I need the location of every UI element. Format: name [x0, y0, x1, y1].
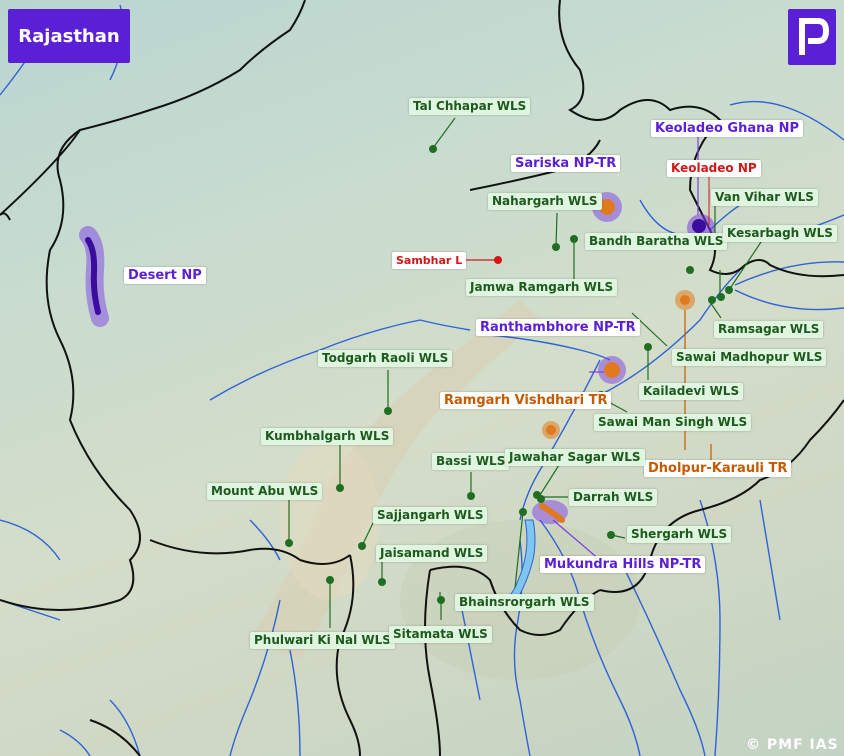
- label-keoladeo-ghana-np: Keoladeo Ghana NP: [651, 120, 804, 137]
- label-jaisamand-wls: Jaisamand WLS: [376, 545, 488, 562]
- label-sawai-man-singh-wls: Sawai Man Singh WLS: [594, 414, 752, 431]
- pmf-logo-icon: [788, 9, 836, 65]
- label-kesarbagh-wls: Kesarbagh WLS: [723, 225, 837, 242]
- label-nahargarh-wls: Nahargarh WLS: [488, 193, 602, 210]
- wls-markers: [285, 145, 733, 604]
- label-ramsagar-wls: Ramsagar WLS: [714, 321, 824, 338]
- label-kumbhalgarh-wls: Kumbhalgarh WLS: [261, 428, 394, 445]
- label-bandh-baratha-wls: Bandh Baratha WLS: [585, 233, 728, 250]
- label-sawai-madhopur-wls: Sawai Madhopur WLS: [672, 349, 827, 366]
- sambhar-lake-marker: [494, 256, 502, 264]
- label-mount-abu-wls: Mount Abu WLS: [207, 483, 323, 500]
- label-keoladeo-np: Keoladeo NP: [667, 160, 761, 177]
- label-ranthambhore-np-tr: Ranthambhore NP-TR: [476, 319, 640, 336]
- label-jamwa-ramgarh-wls: Jamwa Ramgarh WLS: [466, 279, 618, 296]
- label-bhainsrorgarh-wls: Bhainsrorgarh WLS: [455, 594, 594, 611]
- label-shergarh-wls: Shergarh WLS: [627, 526, 732, 543]
- label-kailadevi-wls: Kailadevi WLS: [639, 383, 744, 400]
- label-tal-chhapar-wls: Tal Chhapar WLS: [409, 98, 531, 115]
- copyright-text: © PMF IAS: [746, 737, 839, 753]
- label-mukundra-hills-np-tr: Mukundra Hills NP-TR: [540, 556, 706, 573]
- label-dholpur-karauli-tr: Dholpur-Karauli TR: [644, 460, 792, 477]
- label-van-vihar-wls: Van Vihar WLS: [711, 189, 818, 206]
- map-title: Rajasthan: [8, 9, 130, 63]
- label-sariska-np-tr: Sariska NP-TR: [511, 155, 621, 172]
- label-desert-np: Desert NP: [124, 267, 206, 284]
- label-bassi-wls: Bassi WLS: [432, 453, 510, 470]
- label-sajjangarh-wls: Sajjangarh WLS: [373, 507, 488, 524]
- label-jawahar-sagar-wls: Jawahar Sagar WLS: [505, 449, 645, 466]
- label-phulwari-ki-nal-wls: Phulwari Ki Nal WLS: [250, 632, 395, 649]
- label-darrah-wls: Darrah WLS: [569, 489, 658, 506]
- label-ramgarh-vishdhari-tr: Ramgarh Vishdhari TR: [440, 392, 612, 409]
- label-sambhar-lake: Sambhar L: [392, 252, 467, 269]
- label-todgarh-raoli-wls: Todgarh Raoli WLS: [318, 350, 453, 367]
- label-sitamata-wls: Sitamata WLS: [389, 626, 492, 643]
